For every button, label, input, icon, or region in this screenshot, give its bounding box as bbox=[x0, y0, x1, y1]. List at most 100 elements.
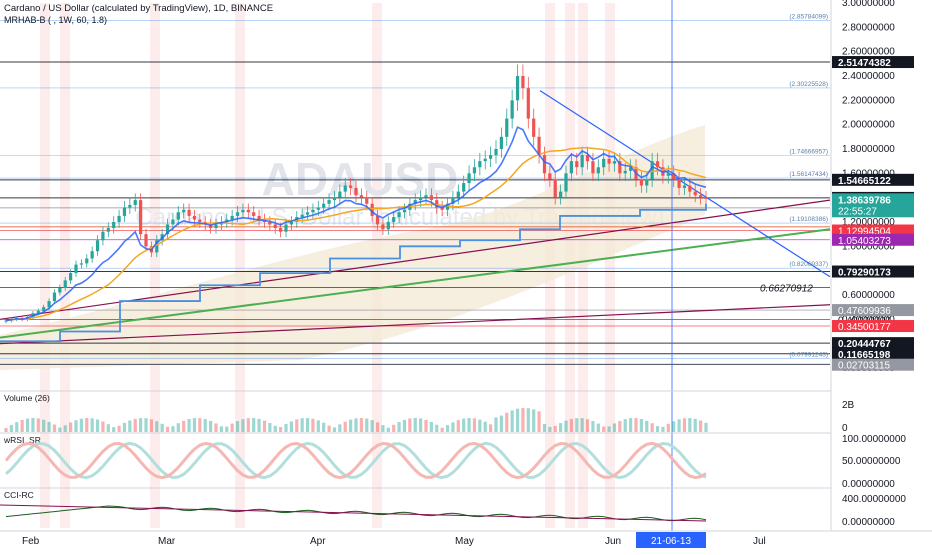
fib-label: (1.74666957) bbox=[789, 148, 828, 155]
candle-body bbox=[91, 251, 94, 258]
candle-body bbox=[640, 179, 643, 185]
volume-bar bbox=[204, 419, 207, 432]
candle-body bbox=[112, 222, 115, 228]
volume-bar bbox=[128, 421, 131, 432]
volume-bar bbox=[597, 424, 600, 432]
volume-bar bbox=[645, 421, 648, 432]
volume-bar bbox=[613, 423, 616, 432]
cci-tick-label: 0.00000000 bbox=[842, 517, 895, 528]
volume-bar bbox=[64, 425, 67, 432]
session-band bbox=[605, 3, 615, 528]
volume-bar bbox=[516, 409, 519, 432]
volume-bar bbox=[53, 425, 56, 432]
volume-bar bbox=[134, 419, 137, 432]
candle-body bbox=[139, 200, 142, 234]
volume-bar bbox=[365, 419, 368, 432]
candle-body bbox=[559, 192, 562, 198]
volume-bar bbox=[209, 421, 212, 432]
fib-label: (1.19108386) bbox=[789, 216, 828, 223]
candle-body bbox=[74, 265, 77, 274]
candle-body bbox=[387, 222, 390, 229]
volume-bar bbox=[161, 424, 164, 432]
volume-bar bbox=[441, 428, 444, 432]
volume-bar bbox=[624, 419, 627, 432]
candle-body bbox=[187, 210, 190, 216]
volume-bar bbox=[214, 423, 217, 432]
candle-body bbox=[624, 171, 627, 173]
candle-body bbox=[397, 212, 400, 217]
candle-body bbox=[284, 224, 287, 231]
candle-body bbox=[613, 161, 616, 163]
candle-body bbox=[360, 195, 363, 197]
candle-body bbox=[301, 215, 304, 217]
time-tick-label: May bbox=[455, 536, 474, 547]
candle-body bbox=[505, 119, 508, 137]
price-tick-label: 2.40000000 bbox=[842, 71, 895, 82]
candle-body bbox=[53, 293, 56, 302]
candle-body bbox=[564, 173, 567, 191]
candle-body bbox=[532, 119, 535, 137]
pane-title-volume: Volume (26) bbox=[4, 393, 50, 403]
candle-body bbox=[327, 200, 330, 204]
session-band bbox=[150, 3, 160, 528]
price-tick-label: 2.60000000 bbox=[842, 47, 895, 58]
volume-bar bbox=[360, 418, 363, 432]
volume-bar bbox=[91, 418, 94, 432]
volume-bar bbox=[688, 418, 691, 432]
volume-bar bbox=[392, 425, 395, 432]
candle-body bbox=[171, 220, 174, 225]
volume-bar bbox=[677, 419, 680, 432]
volume-bar bbox=[403, 420, 406, 432]
level-badge-label: 0.34500177 bbox=[838, 322, 891, 333]
volume-bar bbox=[231, 424, 234, 432]
candle-body bbox=[241, 210, 244, 212]
volume-bar bbox=[591, 421, 594, 432]
candle-body bbox=[489, 155, 492, 159]
volume-bar bbox=[527, 408, 530, 432]
volume-bar bbox=[263, 421, 266, 432]
last-price-label: 1.38639786 bbox=[838, 195, 891, 206]
candle-body bbox=[58, 288, 61, 293]
candle-body bbox=[392, 217, 395, 222]
volume-bar bbox=[139, 418, 142, 432]
price-tick-label: 2.20000000 bbox=[842, 95, 895, 106]
volume-bar bbox=[96, 420, 99, 432]
volume-bar bbox=[257, 419, 260, 432]
candle-body bbox=[381, 224, 384, 229]
candle-body bbox=[333, 198, 336, 200]
candle-body bbox=[645, 179, 648, 185]
volume-bar bbox=[430, 422, 433, 432]
fib-label: (1.56147434) bbox=[789, 171, 828, 178]
volume-bar bbox=[489, 424, 492, 432]
candle-body bbox=[365, 198, 368, 204]
volume-bar bbox=[446, 425, 449, 432]
candle-body bbox=[144, 234, 147, 246]
volume-bar bbox=[187, 419, 190, 432]
candle-body bbox=[80, 263, 83, 264]
candle-body bbox=[575, 161, 578, 167]
volume-bar bbox=[618, 421, 621, 432]
volume-bar bbox=[414, 418, 417, 432]
volume-bar bbox=[661, 427, 664, 432]
time-tick-label: Mar bbox=[158, 536, 176, 547]
volume-bar bbox=[381, 425, 384, 432]
level-badge-label: 1.05403273 bbox=[838, 236, 891, 247]
time-tick-label: Jul bbox=[753, 536, 766, 547]
candle-body bbox=[311, 210, 314, 212]
volume-bar bbox=[651, 423, 654, 432]
candle-body bbox=[694, 192, 697, 196]
volume-bar bbox=[10, 425, 13, 432]
volume-bar bbox=[543, 424, 546, 432]
volume-bar bbox=[656, 426, 659, 432]
volume-bar bbox=[80, 419, 83, 432]
candle-body bbox=[107, 228, 110, 232]
candle-body bbox=[193, 216, 196, 220]
volume-bar bbox=[290, 421, 293, 432]
candle-body bbox=[290, 222, 293, 224]
volume-bar bbox=[306, 418, 309, 432]
candle-body bbox=[607, 159, 610, 164]
candle-body bbox=[317, 207, 320, 209]
candle-body bbox=[667, 173, 670, 175]
